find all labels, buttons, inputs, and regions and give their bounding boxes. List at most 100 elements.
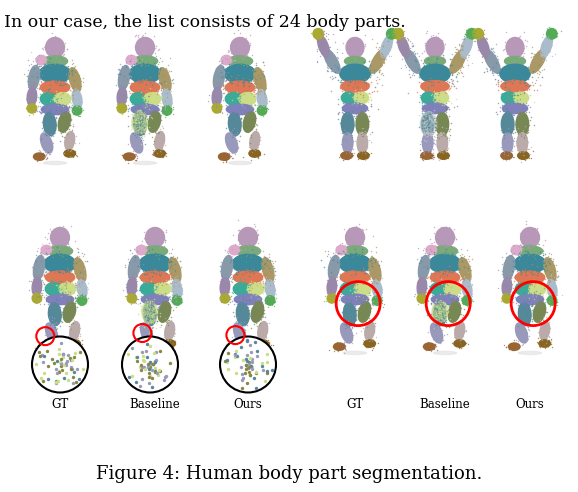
Point: [439, 254, 449, 262]
Point: [325, 276, 335, 283]
Point: [340, 126, 349, 134]
Point: [435, 36, 444, 44]
Point: [358, 97, 368, 105]
Point: [443, 280, 453, 288]
Point: [32, 287, 41, 295]
Point: [32, 78, 41, 86]
Point: [63, 253, 72, 261]
Point: [35, 278, 45, 286]
Point: [225, 135, 235, 143]
Point: [161, 94, 170, 102]
Point: [23, 75, 32, 83]
Point: [172, 267, 181, 275]
Point: [339, 341, 349, 349]
Point: [45, 97, 54, 105]
Point: [151, 116, 160, 124]
Point: [342, 304, 351, 312]
Point: [260, 82, 269, 90]
Point: [517, 335, 527, 342]
Point: [241, 282, 250, 290]
Point: [138, 347, 147, 355]
Point: [488, 62, 498, 70]
Point: [356, 274, 365, 281]
Point: [357, 250, 366, 258]
Point: [509, 96, 518, 104]
Point: [358, 240, 368, 247]
Point: [485, 58, 494, 66]
Point: [420, 86, 429, 94]
Point: [547, 298, 557, 306]
Point: [162, 333, 171, 340]
Point: [517, 125, 526, 133]
Point: [435, 66, 444, 74]
Point: [130, 156, 139, 164]
Point: [463, 267, 472, 275]
Point: [473, 31, 482, 39]
Point: [439, 146, 448, 154]
Point: [343, 128, 352, 136]
Point: [225, 140, 235, 148]
Point: [38, 377, 47, 385]
Point: [42, 140, 51, 148]
Point: [526, 264, 535, 272]
Point: [219, 276, 228, 283]
Point: [262, 323, 271, 331]
Point: [369, 328, 378, 336]
Point: [163, 109, 172, 117]
Point: [59, 282, 68, 290]
Point: [329, 291, 339, 299]
Point: [147, 274, 156, 282]
Point: [343, 81, 353, 89]
Point: [343, 126, 353, 134]
Point: [242, 351, 251, 359]
Point: [507, 250, 517, 258]
Point: [355, 125, 365, 133]
Point: [348, 106, 357, 114]
Point: [506, 290, 516, 298]
Point: [140, 296, 150, 304]
Point: [343, 82, 352, 90]
Point: [240, 369, 249, 377]
Point: [347, 150, 357, 157]
Point: [349, 229, 358, 237]
Point: [523, 254, 532, 262]
Point: [133, 92, 142, 100]
Point: [47, 71, 56, 79]
Point: [349, 258, 358, 266]
Point: [45, 98, 54, 106]
Point: [379, 38, 388, 46]
Point: [258, 266, 267, 274]
Point: [415, 295, 424, 303]
Point: [131, 138, 140, 146]
Point: [153, 139, 162, 147]
Point: [350, 296, 360, 304]
Point: [432, 81, 441, 89]
Point: [552, 32, 561, 40]
Point: [437, 258, 446, 266]
Point: [433, 299, 442, 307]
Point: [343, 316, 353, 324]
Point: [151, 238, 160, 246]
Point: [265, 265, 275, 273]
Point: [69, 321, 79, 329]
Point: [486, 57, 495, 64]
Point: [147, 301, 157, 308]
Ellipse shape: [436, 227, 454, 247]
Point: [151, 95, 160, 103]
Point: [346, 286, 355, 294]
Point: [158, 314, 167, 322]
Ellipse shape: [539, 340, 550, 347]
Point: [540, 341, 550, 349]
Point: [516, 304, 525, 311]
Point: [529, 298, 538, 306]
Point: [488, 63, 498, 71]
Point: [142, 40, 151, 48]
Point: [463, 267, 472, 275]
Point: [221, 57, 231, 64]
Point: [377, 58, 386, 65]
Point: [244, 275, 253, 282]
Point: [403, 36, 412, 44]
Point: [45, 286, 54, 294]
Point: [531, 227, 540, 235]
Point: [513, 45, 523, 53]
